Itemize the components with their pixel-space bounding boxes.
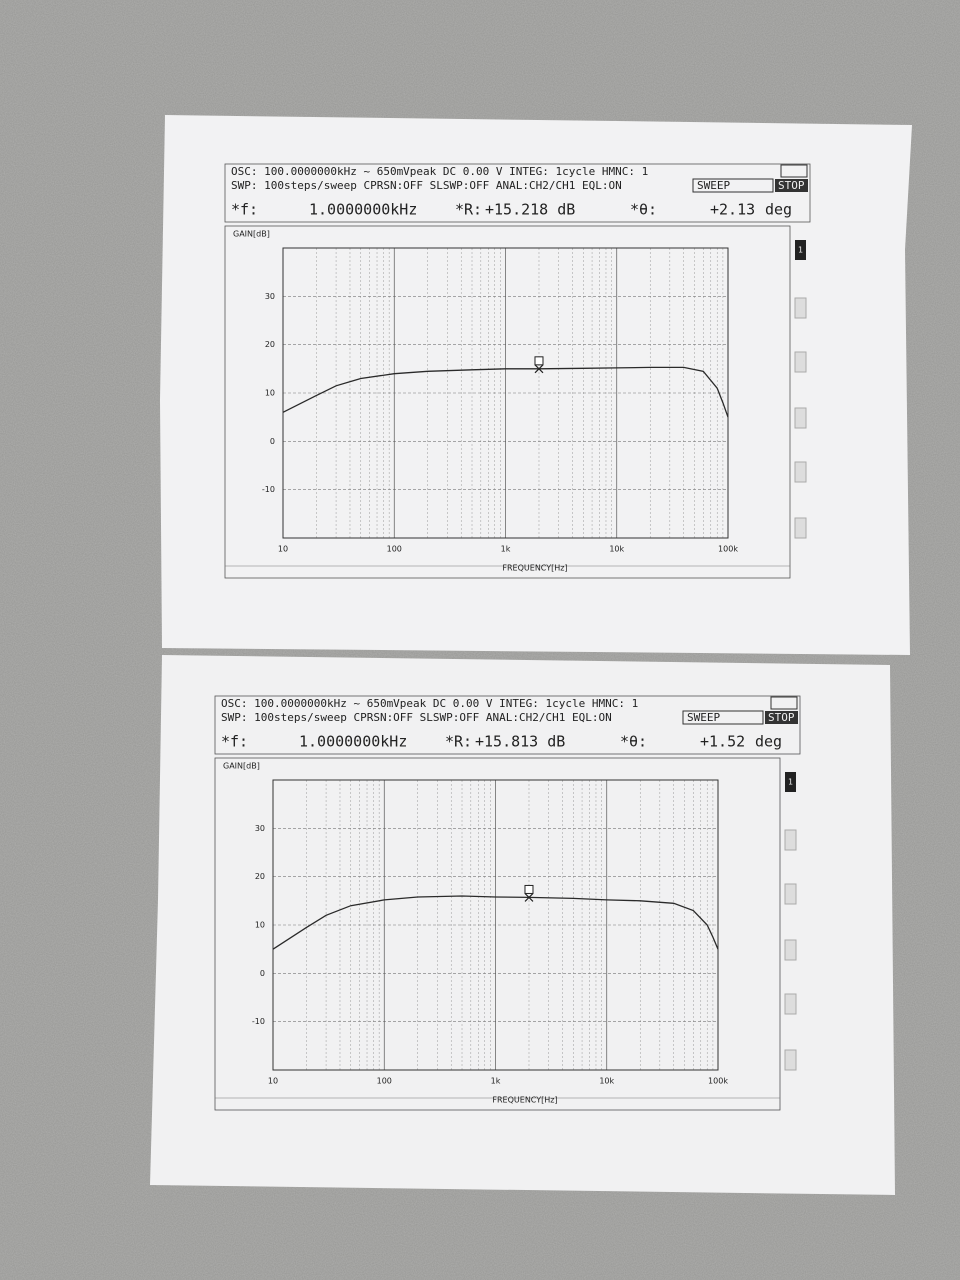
side-button (784, 829, 797, 851)
hmnc-box (770, 696, 798, 710)
state-label: STOP (768, 711, 795, 724)
state-label: STOP (778, 179, 805, 192)
theta-value: +1.52 (700, 733, 745, 751)
chart-frame (224, 225, 791, 579)
x-tick-label: 100 (387, 545, 402, 554)
y-tick-label: 0 (260, 969, 265, 978)
chart-frame (214, 757, 781, 1111)
header-frame (214, 695, 801, 755)
osc-line: OSC: 100.0000000kHz ~ 650mVpeak DC 0.00 … (221, 697, 638, 710)
x-tick-label: 100 (377, 1077, 392, 1086)
mode-box (682, 710, 764, 725)
f-value: 1.0000000kHz (309, 201, 417, 219)
plot-border (282, 247, 729, 539)
r-label: *R: (455, 201, 482, 219)
side-button (784, 883, 797, 905)
side-button (794, 297, 807, 319)
x-tick-label: 10 (278, 545, 288, 554)
y-tick-label: -10 (262, 485, 275, 494)
osc-line: OSC: 100.0000000kHz ~ 650mVpeak DC 0.00 … (231, 165, 648, 178)
y-tick-label: 30 (265, 292, 275, 301)
header-frame (224, 163, 811, 223)
theta-unit: deg (765, 201, 792, 219)
y-tick-label: 10 (265, 389, 275, 398)
cursor (534, 356, 544, 366)
side-button (794, 351, 807, 373)
plot-border (272, 779, 719, 1071)
r-value: +15.813 dB (475, 733, 565, 751)
panel-label: 1 (798, 246, 803, 255)
side-button (784, 993, 797, 1015)
state-box (765, 711, 798, 724)
x-tick-label: 10k (609, 545, 624, 554)
cursor-cross (524, 893, 534, 902)
side-button (794, 407, 807, 429)
f-label: *f: (221, 733, 248, 751)
x-tick-label: 10k (599, 1077, 614, 1086)
swp-line: SWP: 100steps/sweep CPRSN:OFF SLSWP:OFF … (221, 711, 612, 724)
theta-label: *θ: (620, 733, 647, 751)
x-tick-label: 10 (268, 1077, 278, 1086)
hmnc-box (780, 164, 808, 178)
r-value: +15.218 dB (485, 201, 575, 219)
x-tick-label: 100k (718, 545, 738, 554)
y-axis-label: GAIN[dB] (223, 762, 260, 771)
state-box (775, 179, 808, 192)
y-tick-label: 30 (255, 824, 265, 833)
r-label: *R: (445, 733, 472, 751)
x-tick-label: 1k (491, 1077, 501, 1086)
x-axis-label: FREQUENCY[Hz] (502, 564, 567, 573)
mode-label: SWEEP (697, 179, 730, 192)
x-tick-label: 100k (708, 1077, 728, 1086)
paper-sheet (160, 115, 912, 655)
paper-sheet (150, 655, 895, 1195)
theta-unit: deg (755, 733, 782, 751)
instrument-printout: OSC: 100.0000000kHz ~ 650mVpeak DC 0.00 … (224, 163, 811, 579)
y-tick-label: 20 (255, 872, 265, 881)
y-tick-label: 10 (255, 921, 265, 930)
panel-label: 1 (788, 778, 793, 787)
y-tick-label: -10 (252, 1017, 265, 1026)
side-button (784, 1049, 797, 1071)
x-tick-label: 1k (501, 545, 511, 554)
side-button (785, 772, 796, 792)
side-button (794, 461, 807, 483)
swp-line: SWP: 100steps/sweep CPRSN:OFF SLSWP:OFF … (231, 179, 622, 192)
cursor-cross (534, 364, 544, 374)
theta-value: +2.13 (710, 201, 755, 219)
cursor (524, 884, 534, 894)
x-axis-label: FREQUENCY[Hz] (492, 1096, 557, 1105)
f-value: 1.0000000kHz (299, 733, 407, 751)
y-tick-label: 20 (265, 340, 275, 349)
mode-label: SWEEP (687, 711, 720, 724)
y-axis-label: GAIN[dB] (233, 230, 270, 239)
side-button (795, 240, 806, 260)
instrument-printout: OSC: 100.0000000kHz ~ 650mVpeak DC 0.00 … (214, 695, 801, 1111)
side-button (794, 517, 807, 539)
y-tick-label: 0 (270, 437, 275, 446)
side-button (784, 939, 797, 961)
theta-label: *θ: (630, 201, 657, 219)
f-label: *f: (231, 201, 258, 219)
mode-box (692, 178, 774, 193)
